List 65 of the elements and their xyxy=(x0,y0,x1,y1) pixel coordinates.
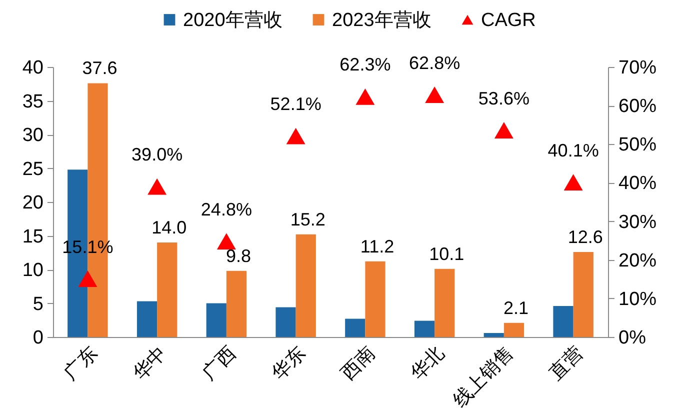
data-label: 14.0 xyxy=(152,218,187,238)
data-label: 62.8% xyxy=(409,52,460,73)
y2-tick-label: 60% xyxy=(618,96,657,118)
y-tick-label: 0 xyxy=(32,328,44,348)
y2-tick-label: 70% xyxy=(618,58,657,78)
data-label: 62.3% xyxy=(340,54,391,75)
point xyxy=(425,86,444,103)
x-tick-label: 西南 xyxy=(338,342,380,385)
bar xyxy=(345,318,366,337)
bar xyxy=(226,270,247,337)
y-tick-label: 35 xyxy=(22,91,44,112)
point xyxy=(148,178,167,195)
y2-tick-label: 10% xyxy=(618,288,657,310)
legend-label: CAGR xyxy=(481,10,536,31)
y-tick-label: 10 xyxy=(22,260,44,281)
y-tick-label: 15 xyxy=(22,226,44,248)
point xyxy=(564,174,583,191)
bar xyxy=(365,261,386,337)
x-tick-label: 广东 xyxy=(59,342,102,385)
data-label: 39.0% xyxy=(132,144,183,165)
bar xyxy=(504,322,524,337)
point xyxy=(78,270,98,287)
bar xyxy=(157,242,178,337)
data-label: 53.6% xyxy=(478,88,530,108)
x-tick-label: 华中 xyxy=(129,342,172,385)
data-label: 15.2 xyxy=(290,209,326,230)
point xyxy=(286,128,306,144)
y2-tick-label: 30% xyxy=(618,212,657,233)
x-tick-label: 华东 xyxy=(268,342,310,385)
y-tick-label: 20 xyxy=(22,192,44,214)
data-label: 37.6 xyxy=(82,58,118,78)
point xyxy=(356,88,375,105)
y2-tick-label: 20% xyxy=(618,250,657,272)
data-label: 11.2 xyxy=(360,236,394,256)
data-label: 10.1 xyxy=(429,244,464,264)
x-tick-label: 广西 xyxy=(198,342,241,385)
legend-label: 2023年营收 xyxy=(332,10,432,31)
bar xyxy=(414,320,435,337)
y2-tick-label: 40% xyxy=(618,173,657,194)
data-label: 9.8 xyxy=(226,246,252,266)
x-tick-label: 线上销售 xyxy=(449,342,518,412)
bar xyxy=(434,268,455,337)
data-label: 12.6 xyxy=(568,226,603,247)
y2-tick-label: 0% xyxy=(618,328,646,348)
bar xyxy=(296,234,316,337)
data-label: 2.1 xyxy=(503,298,529,318)
bar xyxy=(276,307,296,337)
bar xyxy=(573,252,594,337)
y2-tick-label: 50% xyxy=(618,134,657,156)
bar xyxy=(484,332,504,337)
bar xyxy=(206,303,226,337)
data-label: 40.1% xyxy=(548,140,599,160)
bar xyxy=(136,301,158,337)
bar xyxy=(553,306,574,337)
y-tick-label: 30 xyxy=(22,125,44,146)
data-label: 24.8% xyxy=(200,199,252,220)
y-tick-label: 40 xyxy=(22,58,44,78)
x-tick-label: 直营 xyxy=(546,342,588,385)
x-tick-label: 华北 xyxy=(406,342,449,385)
point xyxy=(494,122,514,138)
y-tick-label: 5 xyxy=(32,294,44,315)
legend-label: 2020年营收 xyxy=(183,10,282,31)
point xyxy=(216,233,236,250)
data-label: 52.1% xyxy=(270,94,322,114)
y-tick-label: 25 xyxy=(22,158,44,180)
